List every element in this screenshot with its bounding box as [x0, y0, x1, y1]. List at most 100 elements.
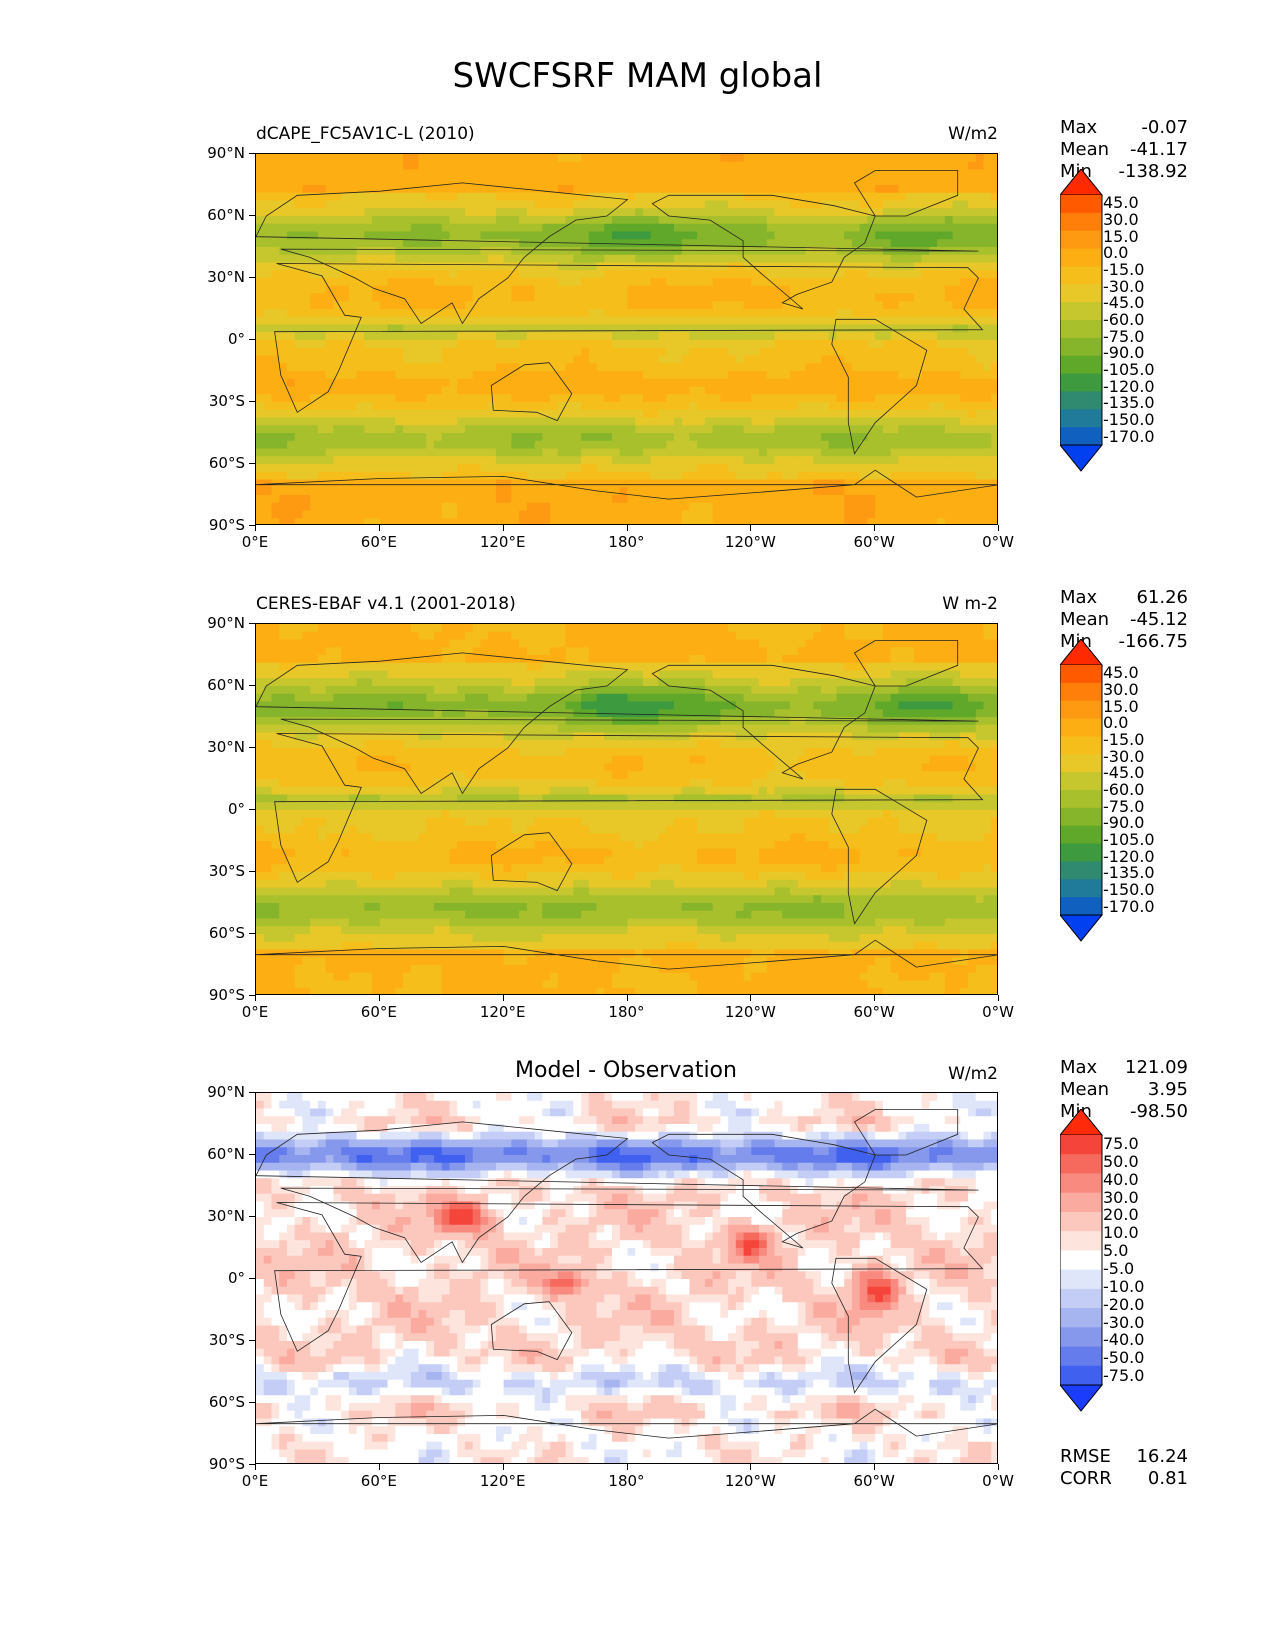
field-cell	[596, 285, 605, 295]
field-cell	[426, 185, 435, 194]
field-cell	[534, 639, 543, 648]
field-cell	[689, 200, 698, 209]
field-cell	[302, 154, 311, 163]
field-cell	[898, 464, 907, 473]
field-cell	[960, 371, 969, 380]
field-cell	[302, 363, 311, 372]
field-cell	[666, 448, 675, 457]
field-cell	[913, 216, 923, 225]
field-cell	[542, 185, 551, 194]
field-cell	[302, 223, 311, 233]
field-cell	[464, 301, 474, 310]
field-cell	[689, 239, 698, 248]
field-cell	[325, 254, 334, 264]
field-cell	[743, 471, 752, 481]
field-cell	[929, 239, 938, 248]
field-cell	[588, 223, 598, 233]
ytick-mark	[249, 525, 255, 526]
field-cell	[681, 456, 691, 465]
field-cell	[426, 216, 435, 225]
field-cell	[480, 409, 489, 419]
field-cell	[960, 270, 969, 279]
field-cell	[983, 239, 992, 248]
field-cell	[689, 208, 698, 217]
field-cell	[581, 309, 590, 318]
field-cell	[790, 464, 799, 473]
field-cell	[720, 154, 729, 163]
field-cell	[728, 518, 737, 524]
field-cell	[898, 270, 907, 279]
field-cell	[434, 192, 443, 202]
field-cell	[333, 270, 342, 279]
field-cell	[325, 394, 334, 403]
field-cell	[642, 332, 652, 341]
field-cell	[820, 518, 830, 524]
field-cell	[403, 479, 412, 488]
field-cell	[542, 231, 551, 240]
field-cell	[457, 425, 466, 434]
field-cell	[434, 479, 443, 488]
field-cell	[341, 417, 350, 426]
field-cell	[403, 301, 412, 310]
field-cell	[759, 247, 768, 256]
field-cell	[526, 177, 536, 186]
field-cell	[387, 502, 396, 512]
field-cell	[720, 270, 729, 279]
field-cell	[658, 464, 667, 473]
field-cell	[658, 440, 667, 450]
field-cell	[906, 363, 915, 372]
field-cell	[356, 239, 365, 248]
field-cell	[348, 324, 358, 333]
field-cell	[573, 510, 582, 519]
field-cell	[673, 518, 683, 524]
field-cell	[581, 185, 590, 194]
field-cell	[650, 278, 660, 287]
field-cell	[395, 425, 404, 434]
field-cell	[426, 177, 435, 186]
field-cell	[836, 185, 845, 194]
colorbar-tick-label: -75.0	[1103, 326, 1145, 346]
field-cell	[937, 417, 946, 426]
field-cell	[511, 347, 520, 357]
field-cell	[712, 402, 721, 411]
field-cell	[689, 301, 698, 310]
field-cell	[279, 502, 288, 512]
field-cell	[480, 518, 489, 524]
field-cell	[766, 502, 776, 512]
field-cell	[952, 518, 961, 524]
field-cell	[774, 247, 783, 256]
field-cell	[495, 394, 505, 403]
field-cell	[658, 417, 667, 426]
field-cell	[550, 200, 559, 209]
field-cell	[975, 324, 985, 333]
field-cell	[511, 624, 520, 633]
field-cell	[511, 394, 520, 403]
field-cell	[844, 624, 853, 633]
field-cell	[913, 161, 923, 171]
field-cell	[256, 355, 265, 364]
field-cell	[279, 278, 288, 287]
field-cell	[937, 324, 946, 333]
field-cell	[341, 208, 350, 217]
xtick-mark	[502, 525, 504, 531]
field-cell	[449, 216, 458, 225]
field-cell	[720, 417, 729, 426]
field-cell	[565, 309, 574, 318]
field-cell	[302, 386, 311, 395]
field-cell	[426, 433, 435, 442]
field-cell	[480, 309, 489, 318]
field-cell	[627, 262, 636, 271]
field-cell	[434, 624, 443, 633]
colorbar-tick-label: 45.0	[1103, 193, 1139, 213]
field-cell	[534, 316, 543, 326]
field-cell	[511, 464, 520, 473]
field-cell	[348, 417, 358, 426]
field-cell	[333, 154, 342, 163]
field-cell	[820, 371, 830, 380]
field-cell	[464, 169, 474, 178]
field-cell	[449, 347, 458, 357]
field-cell	[426, 487, 435, 496]
field-cell	[464, 185, 474, 194]
field-cell	[256, 208, 265, 217]
field-cell	[921, 332, 930, 341]
